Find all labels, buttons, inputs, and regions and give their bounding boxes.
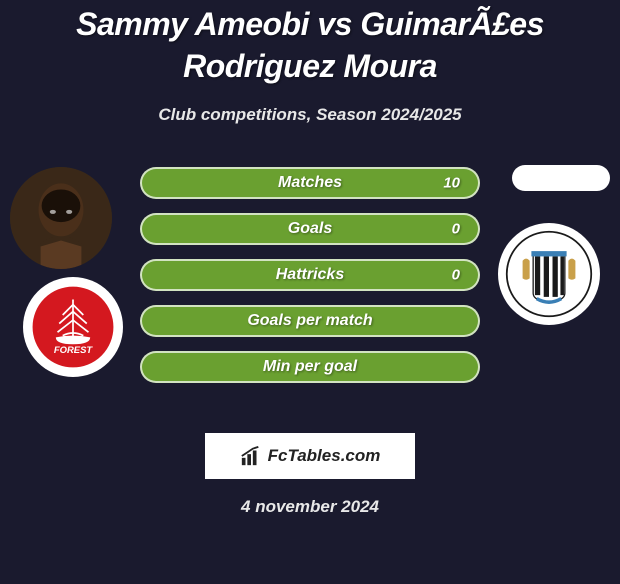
stat-label: Goals per match — [247, 312, 372, 330]
svg-text:FOREST: FOREST — [54, 345, 94, 356]
player-avatar-left — [10, 167, 112, 269]
chart-icon — [240, 445, 262, 467]
stat-value: 0 — [452, 267, 460, 284]
stat-label: Matches — [278, 174, 342, 192]
stat-label: Goals — [288, 220, 332, 238]
stat-label: Hattricks — [276, 266, 344, 284]
brand-text: FcTables.com — [268, 446, 381, 466]
stat-bar-goals: Goals 0 — [140, 213, 480, 245]
stats-column: Matches 10 Goals 0 Hattricks 0 Goals per… — [140, 167, 480, 397]
stat-bar-min-per-goal: Min per goal — [140, 351, 480, 383]
stat-value: 10 — [443, 175, 460, 192]
comparison-area: FOREST Matches 10 — [10, 155, 610, 415]
club-badge-left: FOREST — [23, 277, 123, 377]
brand-badge: FcTables.com — [205, 433, 415, 479]
stat-label: Min per goal — [263, 358, 357, 376]
page-title: Sammy Ameobi vs GuimarÃ£es Rodriguez Mou… — [10, 4, 610, 87]
stat-bar-hattricks: Hattricks 0 — [140, 259, 480, 291]
club-badge-right — [498, 223, 600, 325]
subtitle: Club competitions, Season 2024/2025 — [10, 105, 610, 125]
stat-bar-matches: Matches 10 — [140, 167, 480, 199]
player-avatar-right — [512, 165, 610, 191]
stat-value: 0 — [452, 221, 460, 238]
stat-bar-goals-per-match: Goals per match — [140, 305, 480, 337]
footer-date: 4 november 2024 — [10, 497, 610, 517]
